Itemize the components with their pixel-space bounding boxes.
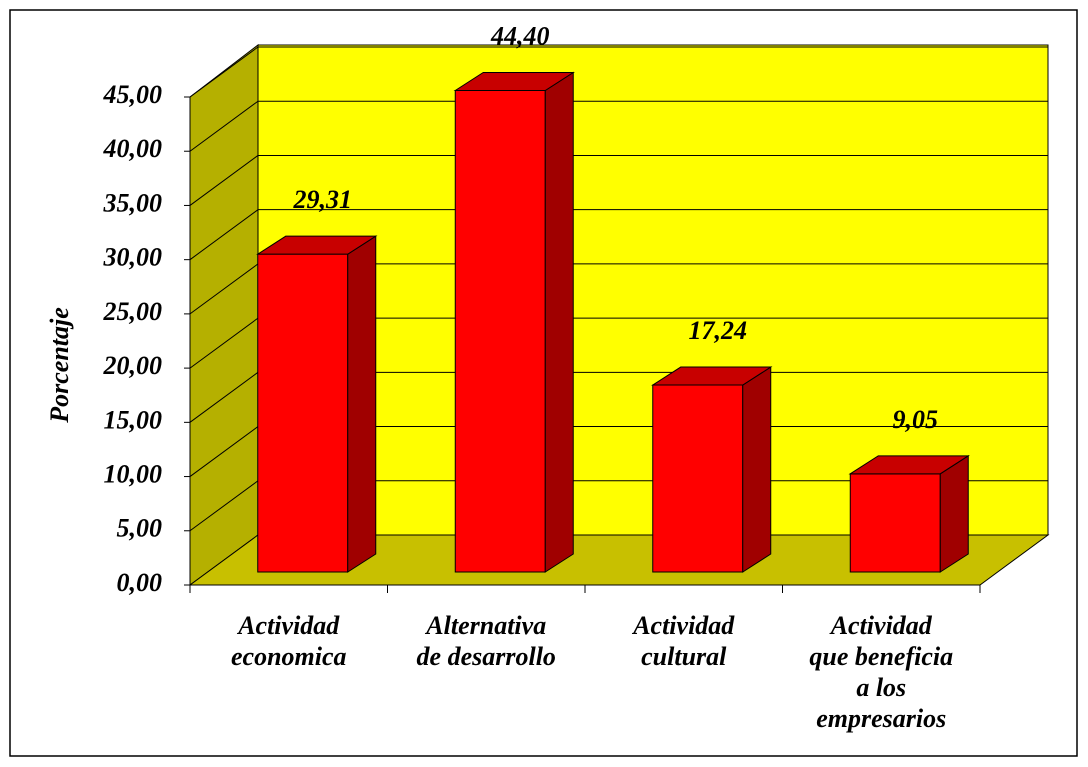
value-label: 29,31 — [293, 185, 353, 214]
y-tick-label: 5,00 — [117, 514, 163, 543]
bar-face — [848, 455, 970, 475]
x-tick-label: Actividad cultural — [633, 611, 735, 671]
grid-line — [189, 100, 259, 152]
bar-face — [453, 72, 575, 92]
value-label: 44,40 — [490, 21, 550, 50]
grid-line — [189, 155, 259, 206]
grid-line — [189, 46, 259, 98]
y-tick-label: 10,00 — [104, 460, 163, 489]
grid-line — [189, 371, 259, 423]
value-label: 9,05 — [893, 405, 939, 434]
y-tick-label: 35,00 — [103, 188, 163, 217]
y-tick-label: 25,00 — [103, 297, 163, 326]
grid-line — [189, 426, 259, 477]
value-label: 17,24 — [689, 316, 748, 345]
bar-face — [939, 454, 969, 573]
bar-face — [454, 90, 546, 573]
bar — [256, 235, 378, 573]
bar-face — [651, 366, 773, 386]
y-tick-label: 45,00 — [103, 80, 163, 109]
bar-face — [544, 71, 574, 573]
bar-face — [652, 384, 744, 573]
y-tick-label: 20,00 — [103, 351, 163, 380]
grid-line — [189, 263, 259, 315]
grid-line — [189, 480, 259, 532]
bar-face — [742, 366, 772, 573]
bar — [651, 366, 773, 573]
y-tick-label: 30,00 — [103, 243, 163, 272]
bar-face — [347, 235, 377, 573]
x-tick-label: Alternativa de desarrollo — [416, 611, 556, 671]
x-tick-label: Actividad que beneficia a los empresario… — [809, 611, 954, 733]
bar-face — [257, 253, 349, 573]
bar-face — [256, 235, 378, 255]
grid-line — [189, 209, 259, 261]
y-tick-label: 15,00 — [104, 405, 163, 434]
y-tick-label: 0,00 — [117, 568, 163, 597]
bar — [453, 71, 575, 573]
bar — [848, 454, 970, 573]
bar-face — [849, 473, 941, 573]
grid-line — [189, 317, 259, 369]
y-tick-label: 40,00 — [103, 134, 163, 163]
x-tick-label: Actividad economica — [230, 611, 347, 671]
y-axis-label: Porcentaje — [45, 307, 74, 424]
